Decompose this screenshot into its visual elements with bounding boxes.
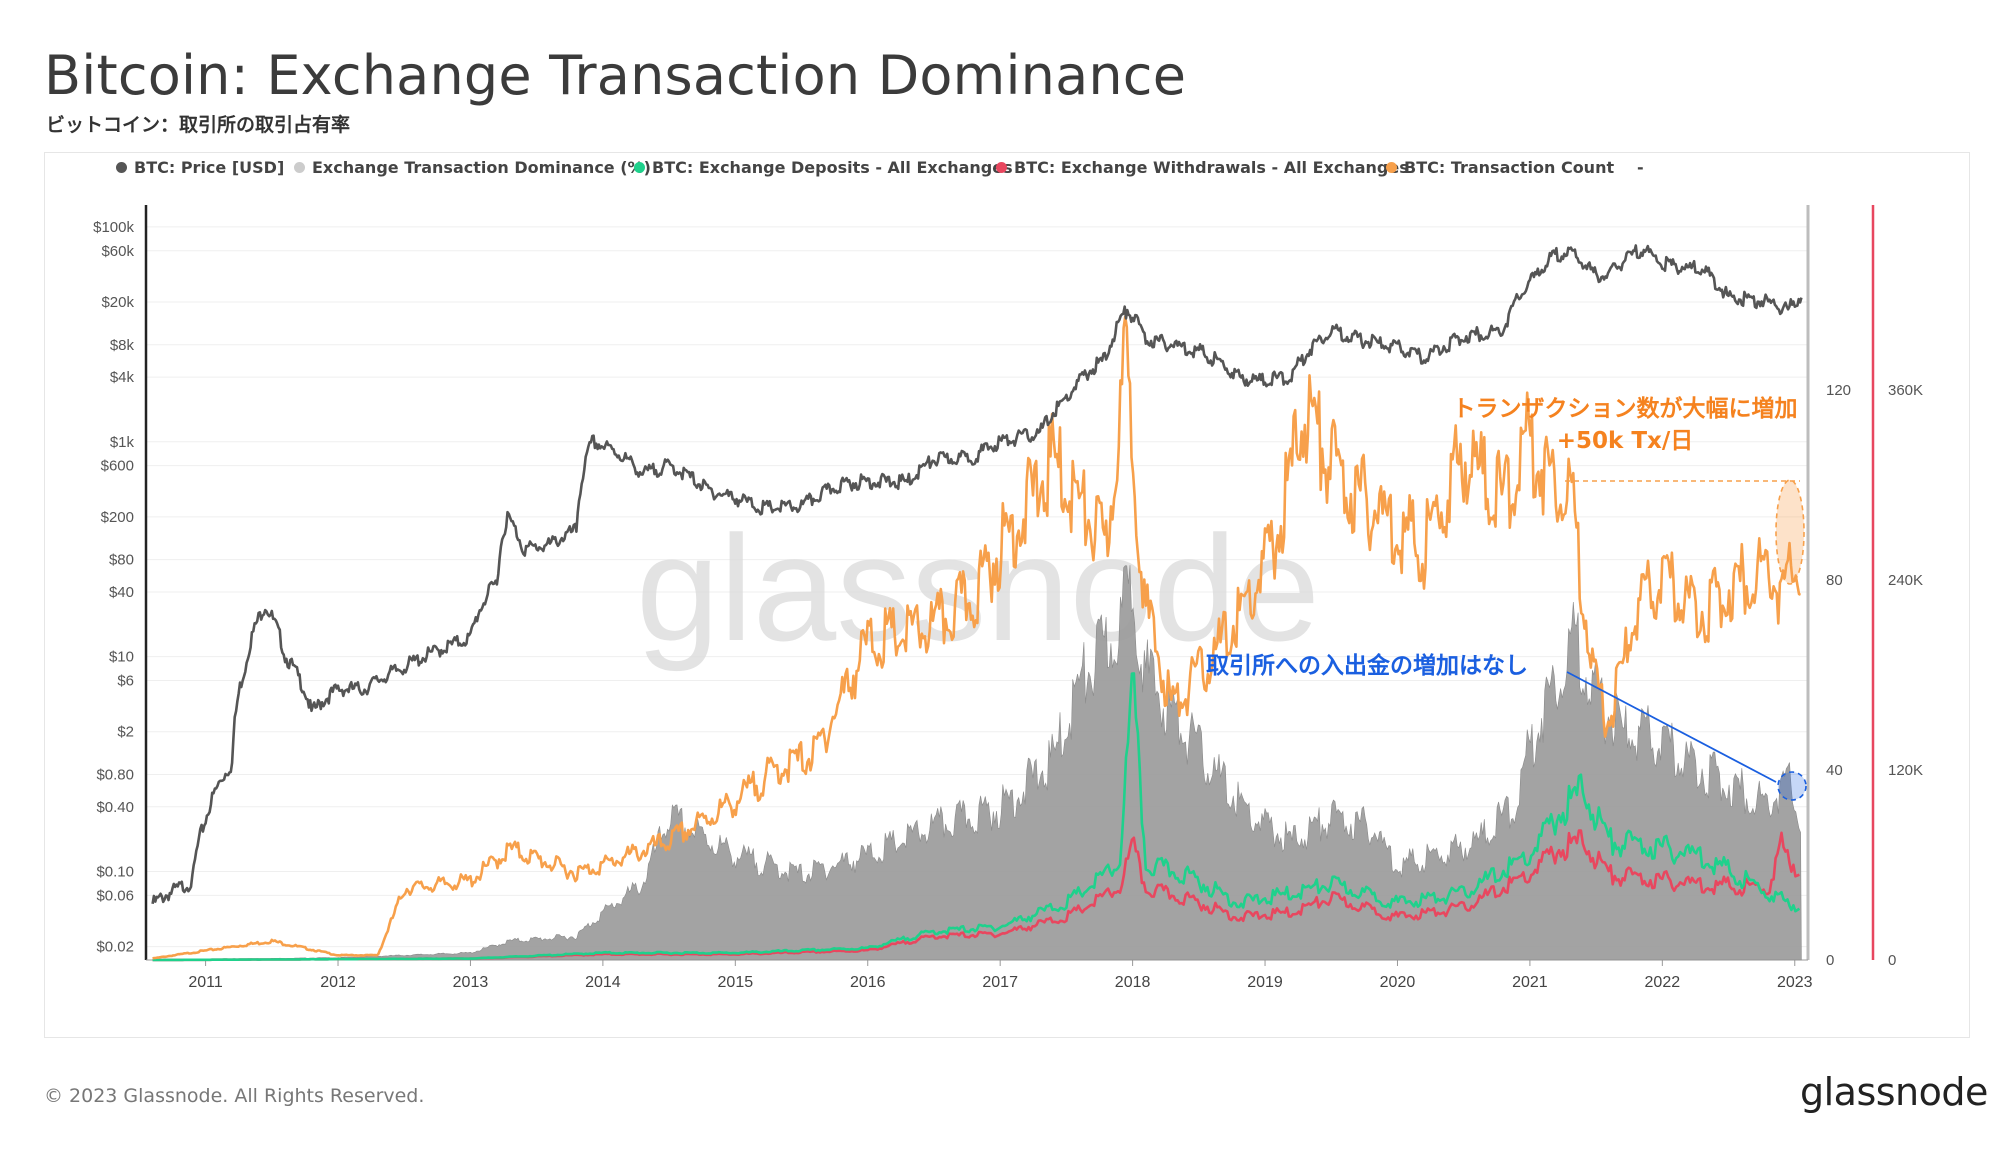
legend-price-dot xyxy=(116,162,127,173)
x-tick-label: 2021 xyxy=(1512,974,1548,991)
x-tick-label: 2022 xyxy=(1645,974,1681,991)
y-left-tick-label: $600 xyxy=(101,458,134,475)
x-tick-label: 2019 xyxy=(1247,974,1283,991)
chart-subtitle: ビットコイン：取引所の取引占有率 xyxy=(46,114,351,136)
legend-label: BTC: Exchange Deposits - All Exchanges xyxy=(652,158,1013,177)
legend-item-dominance[interactable]: Exchange Transaction Dominance (%) xyxy=(294,158,651,177)
blue-annotation-circle xyxy=(1777,771,1807,801)
y-left-tick-label: $200 xyxy=(101,509,134,526)
legend-item-dash: - xyxy=(1637,158,1644,177)
brand-logo: glassnode xyxy=(1800,1070,1988,1114)
x-tick-label: 2016 xyxy=(850,974,886,991)
legend-withdrawals-dot xyxy=(996,162,1007,173)
y-left-tick-label: $0.02 xyxy=(96,939,134,956)
series-price-line xyxy=(151,244,1803,905)
y-left-tick-label: $100k xyxy=(93,219,134,236)
y-right2-tick-label: 120K xyxy=(1888,762,1923,779)
y-left-tick-label: $0.40 xyxy=(96,799,134,816)
legend-dominance-dot xyxy=(294,162,305,173)
y-left-tick-label: $20k xyxy=(101,294,134,311)
copyright: © 2023 Glassnode. All Rights Reserved. xyxy=(44,1085,425,1107)
annotation-tx-increase: トランザクション数が大幅に増加 +50k Tx/日 xyxy=(1440,393,1810,457)
legend-item-deposits[interactable]: BTC: Exchange Deposits - All Exchanges xyxy=(634,158,1013,177)
x-tick-label: 2017 xyxy=(982,974,1018,991)
chart-title: Bitcoin: Exchange Transaction Dominance xyxy=(44,44,1187,107)
x-tick-label: 2013 xyxy=(453,974,489,991)
y-left-tick-label: $0.80 xyxy=(96,766,134,783)
y-right2-tick-label: 240K xyxy=(1888,572,1923,589)
series-tx-count-line xyxy=(152,315,1802,960)
legend-tx-dot xyxy=(1386,162,1397,173)
legend-label: BTC: Exchange Withdrawals - All Exchange… xyxy=(1014,158,1409,177)
series-dominance-area xyxy=(152,565,1802,961)
x-tick-label: 2011 xyxy=(188,974,223,991)
x-tick-label: 2023 xyxy=(1777,974,1813,991)
y-left-tick-label: $80 xyxy=(109,552,134,569)
gridlines xyxy=(146,226,1808,948)
annotation-tx-line2: +50k Tx/日 xyxy=(1556,428,1694,454)
y-left-tick-label: $40 xyxy=(109,584,134,601)
x-tick-label: 2015 xyxy=(718,974,754,991)
y-left-tick-label: $2 xyxy=(117,724,134,741)
legend-label: BTC: Price [USD] xyxy=(134,158,285,177)
x-tick-label: 2018 xyxy=(1115,974,1151,991)
legend-item-tx-count[interactable]: BTC: Transaction Count xyxy=(1386,158,1614,177)
x-tick-label: 2014 xyxy=(585,974,621,991)
y-left-tick-label: $10 xyxy=(109,649,134,666)
legend-deposits-dot xyxy=(634,162,645,173)
legend-item-price[interactable]: BTC: Price [USD] xyxy=(116,158,284,177)
y-left-tick-label: $0.10 xyxy=(96,863,134,880)
legend-label: - xyxy=(1637,158,1644,177)
blue-annotation-arrow xyxy=(1566,671,1777,783)
legend-label: BTC: Transaction Count xyxy=(1404,158,1615,177)
y-right2-tick-label: 0 xyxy=(1888,952,1896,969)
y-right1-tick-label: 40 xyxy=(1826,762,1843,779)
y-right1-tick-label: 80 xyxy=(1826,572,1843,589)
y-left-tick-label: $0.06 xyxy=(96,887,134,904)
y-right1-tick-label: 120 xyxy=(1826,382,1851,399)
y-left-tick-label: $4k xyxy=(110,369,135,386)
x-tick-label: 2012 xyxy=(320,974,356,991)
legend: BTC: Price [USD] Exchange Transaction Do… xyxy=(0,158,2000,184)
y-right2-tick-label: 360K xyxy=(1888,382,1923,399)
series-deposits-line xyxy=(152,672,1801,962)
annotation-tx-line1: トランザクション数が大幅に増加 xyxy=(1452,396,1798,422)
y-left-tick-label: $6 xyxy=(117,672,134,689)
x-tick-label: 2020 xyxy=(1380,974,1416,991)
y-left-tick-label: $60k xyxy=(101,243,134,260)
legend-label: Exchange Transaction Dominance (%) xyxy=(312,158,651,177)
annotation-no-exchange-increase: 取引所への入出金の増加はなし xyxy=(1206,653,1528,679)
y-right1-tick-label: 0 xyxy=(1826,952,1834,969)
y-left-tick-label: $8k xyxy=(110,337,135,354)
legend-item-withdrawals[interactable]: BTC: Exchange Withdrawals - All Exchange… xyxy=(996,158,1409,177)
y-left-tick-label: $1k xyxy=(110,434,135,451)
tx-annotation-ellipse xyxy=(1775,479,1805,585)
